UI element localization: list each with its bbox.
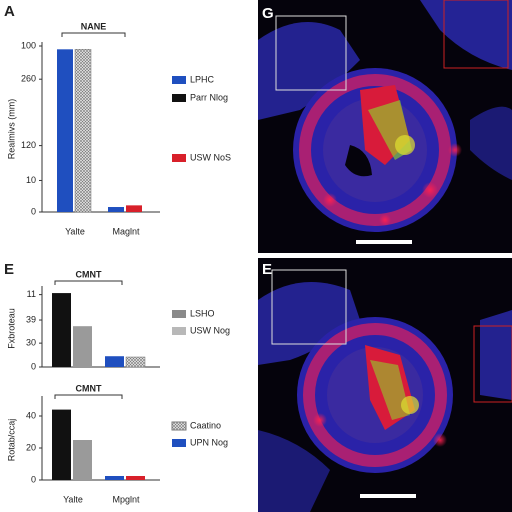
x-tick-label: Maglnt <box>112 226 140 236</box>
chart-title: CMNT <box>76 269 102 279</box>
legend-label: USW NoS <box>190 152 231 162</box>
x-tick-label: Yalte <box>65 226 85 236</box>
bar <box>57 49 73 212</box>
bracket <box>54 394 123 399</box>
y-tick-label: 120 <box>21 140 36 150</box>
legend-label: UPN Nog <box>190 437 228 447</box>
bracket <box>54 280 123 285</box>
bar <box>73 326 92 367</box>
bar <box>52 409 71 480</box>
bar <box>108 207 124 212</box>
y-tick-label: 260 <box>21 74 36 84</box>
bar <box>73 440 92 480</box>
legend-swatch <box>171 421 187 431</box>
y-tick-label: 30 <box>26 338 36 348</box>
bar <box>126 476 145 480</box>
panel-letter: E <box>4 261 14 278</box>
y-tick-label: 100 <box>21 40 36 50</box>
legend-swatch <box>172 154 186 162</box>
legend-swatch <box>172 76 186 84</box>
legend-label: Caatino <box>190 420 221 430</box>
y-tick-label: 0 <box>31 361 36 371</box>
y-axis-label: Fxbroteau <box>6 308 16 349</box>
y-tick-label: 11 <box>27 289 36 299</box>
bar <box>125 356 146 368</box>
legend-swatch <box>172 327 186 335</box>
panel-letter: E <box>262 261 272 278</box>
micrograph: G <box>258 0 512 253</box>
bar <box>52 293 71 367</box>
micrograph: E <box>258 258 512 512</box>
bar <box>105 356 124 367</box>
bar <box>74 49 92 213</box>
y-tick-label: 40 <box>26 410 36 420</box>
panel-letter: G <box>262 5 274 22</box>
y-tick-label: 0 <box>31 474 36 484</box>
chart-title: NANE <box>81 21 107 31</box>
x-tick-label: Mpglnt <box>112 494 140 504</box>
legend-swatch <box>172 439 186 447</box>
legend-label: LSHO <box>190 308 215 318</box>
y-axis-label: Rotab/ccaj <box>6 419 16 462</box>
y-tick-label: 39 <box>26 314 36 324</box>
y-tick-label: 0 <box>31 206 36 216</box>
legend-label: LPHC <box>190 74 215 84</box>
legend-swatch <box>172 310 186 318</box>
y-axis-label: Realmivs (mm) <box>6 99 16 160</box>
y-tick-label: 10 <box>26 175 36 185</box>
bar <box>105 476 124 480</box>
chart-title: CMNT <box>76 383 102 393</box>
legend-swatch <box>172 94 186 102</box>
y-tick-label: 20 <box>26 442 36 452</box>
bar <box>126 205 142 212</box>
legend-label: USW Nog <box>190 325 230 335</box>
bracket <box>61 32 126 37</box>
panel-letter: A <box>4 3 15 20</box>
legend-label: Parr Nlog <box>190 92 228 102</box>
x-tick-label: Yalte <box>63 494 83 504</box>
